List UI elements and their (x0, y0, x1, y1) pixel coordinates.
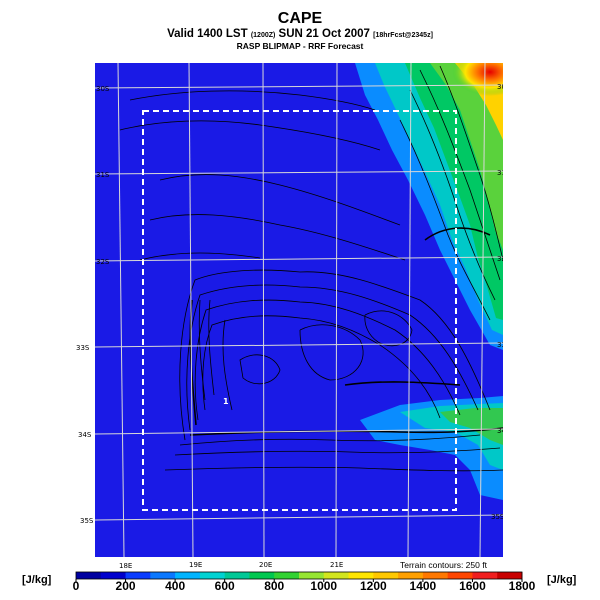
utc-time: (1200Z) (250, 32, 276, 39)
lat-label-left-32: 32S (96, 258, 110, 266)
valid-time: Valid 1400 LST (167, 28, 248, 40)
colorbar-unit-left: [J/kg] (22, 574, 52, 586)
colorbar-swatch-1 (100, 572, 126, 579)
colorbar-swatch-4 (175, 572, 201, 579)
colorbar-swatch-7 (249, 572, 275, 579)
colorbar-swatch-6 (224, 572, 250, 579)
colorbar-swatch-11 (348, 572, 374, 579)
lat-label-left-30: 30S (96, 85, 110, 93)
colorbar-swatch-9 (299, 572, 325, 579)
colorbar-unit-right: [J/kg] (547, 574, 577, 586)
lat-label-right-31: 31S (497, 169, 511, 177)
colorbar-swatch-13 (398, 572, 424, 579)
lat-label-right-30: 30S (497, 83, 511, 91)
colorbar-label-0: 0 (72, 579, 80, 593)
outer-lat-labels: 33S 34S 35S (76, 344, 94, 525)
colorbar-swatch-3 (150, 572, 176, 579)
colorbar-label-600: 600 (214, 579, 235, 593)
lon-label-bottom-18: 18E (119, 562, 132, 570)
colorbar-label-1000: 1000 (310, 579, 338, 593)
colorbar-swatch-15 (447, 572, 473, 579)
colorbar-swatch-14 (422, 572, 449, 579)
colorbar-label-1200: 1200 (359, 579, 387, 593)
lat-label-left-33: 33S (76, 344, 90, 352)
cape-band-south-green (440, 408, 503, 445)
lat-label-right-35: 35S (491, 513, 505, 521)
colorbar-label-1400: 1400 (409, 579, 437, 593)
colorbar-swatch-8 (274, 572, 300, 579)
lon-label-bottom-20: 20E (259, 561, 272, 569)
lat-label-left-31: 31S (96, 171, 110, 179)
forecast-hour: [18hrFcst@2345z] (373, 32, 433, 39)
lon-label-bottom-19: 19E (189, 561, 202, 569)
lat-lon-grid (95, 63, 503, 557)
lon-label-top-20: 20E (256, 57, 269, 65)
terrain-contour-note: Terrain contours: 250 ft (400, 560, 487, 570)
colorbar-label-1600: 1600 (459, 579, 486, 593)
map-subtitle: Valid 1400 LST (1200Z) SUN 21 Oct 2007 [… (0, 28, 600, 40)
colorbar-label-200: 200 (115, 579, 136, 593)
colorbar-border (75, 571, 523, 580)
colorbar-swatch-16 (472, 572, 498, 579)
lon-label-top-21: 21E (329, 57, 342, 65)
lon-label-bottom-21: 21E (330, 561, 343, 569)
bottom-lon-labels: 18E 19E 20E 21E (119, 561, 343, 570)
colorbar-label-800: 800 (264, 579, 285, 593)
lat-label-right-34: 34S (497, 427, 511, 435)
colorbar-label-1800: 1800 (508, 579, 536, 593)
lat-label-left-34: 34S (78, 431, 92, 439)
colorbar-swatch-17 (497, 572, 523, 579)
lon-label-top-19: 19E (183, 57, 196, 65)
forecast-date: SUN 21 Oct 2007 (278, 28, 370, 40)
colorbar-swatch-0 (76, 572, 102, 579)
map-title: CAPE (277, 10, 323, 27)
lon-label-top-22: 22E (404, 57, 417, 65)
colorbar-swatch-5 (199, 572, 226, 579)
colorbar (75, 571, 523, 582)
lon-label-top-23: 23E (478, 57, 491, 65)
lat-label-right-33: 33S (497, 341, 511, 349)
lon-label-top-18: 18E (113, 57, 126, 65)
colorbar-label-400: 400 (165, 579, 186, 593)
lat-label-right-32: 32S (497, 255, 511, 263)
grid-labels: 18E 19E 20E 21E 22E 23E 30S 31S 32S 30S … (96, 57, 511, 521)
map-source: RASP BLIPMAP - RRF Forecast (236, 41, 364, 51)
inner-domain-box (142, 110, 457, 511)
cape-hotspot (452, 63, 503, 96)
colorbar-swatch-2 (125, 572, 151, 579)
point-marker-label: 1 (223, 397, 229, 406)
colorbar-swatch-12 (373, 572, 399, 579)
terrain-contours (119, 65, 503, 472)
lat-label-left-35: 35S (80, 517, 94, 525)
colorbar-swatch-10 (323, 572, 349, 579)
